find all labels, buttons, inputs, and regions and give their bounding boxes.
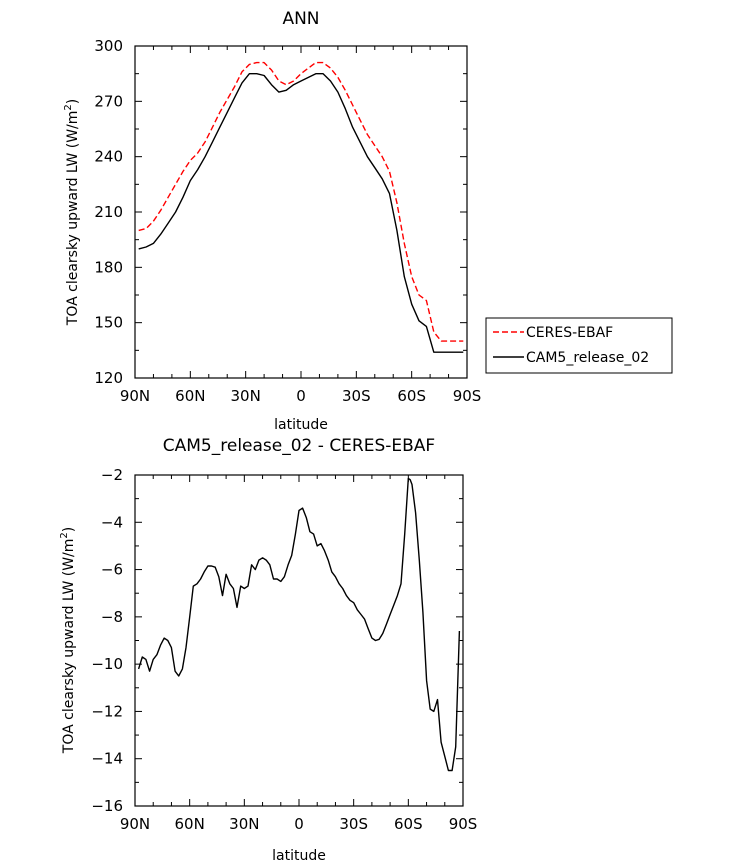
panel2-x-axis-label: latitude [272, 848, 326, 864]
panel1-y-tick-label: 150 [94, 314, 123, 332]
panel1-series-line-ceres-ebaf [138, 61, 464, 342]
panel1-legend: CERES-EBAF CAM5_release_02 [485, 317, 673, 374]
panel2-series-line-cam5-release-02-ceres-ebaf [137, 477, 461, 772]
panel2-x-tick-label: 60N [175, 815, 205, 833]
panel1-x-tick-label: 0 [296, 387, 306, 405]
panel1-y-tick-label: 210 [94, 203, 123, 221]
panel2-y-tick-label: −6 [101, 561, 123, 579]
panel2-y-tick-label: −8 [101, 608, 123, 626]
panel2-y-tick-label: −12 [91, 702, 123, 720]
panel2-y-tick-label: −4 [101, 513, 123, 531]
panel2-x-tick-label: 30N [229, 815, 259, 833]
legend-label-ceres-ebaf: CERES-EBAF [526, 325, 613, 341]
panel1-y-axis-label-main: TOA clearsky upward LW (W/m [65, 111, 81, 327]
panel1-x-tick-label: 90S [453, 387, 482, 405]
panel1-x-axis-label: latitude [274, 417, 328, 433]
legend-label-cam5-release-02: CAM5_release_02 [526, 350, 649, 366]
panel-difference: CAM5_release_02 - CERES-EBAF 90N 60N 30N 0 3… [59, 436, 477, 864]
panel1-series-line-cam5-release-02 [138, 73, 464, 353]
panel-annual-mean: ANN 90N 60N 30N 0 30S 60S 90S 120 150 180 210 240 27… [63, 9, 673, 433]
panel1-plot-frame [134, 45, 468, 379]
panel1-y-tick-label: 120 [94, 369, 123, 387]
panel1-y-axis-label-sup: 2 [63, 104, 74, 110]
panel1-title: ANN [282, 9, 319, 29]
panel1-y-axis-label: TOA clearsky upward LW (W/m2) [63, 99, 81, 326]
panel2-y-axis-label: TOA clearsky upward LW (W/m2) [59, 527, 77, 754]
panel2-y-tick-label: −2 [101, 466, 123, 484]
panel2-y-axis-label-close: ) [61, 527, 77, 532]
panel1-x-tick-label: 60S [397, 387, 426, 405]
panel2-y-tick-label: −16 [91, 797, 123, 815]
panel2-title: CAM5_release_02 - CERES-EBAF [163, 436, 435, 456]
panel2-x-tick-label: 90S [449, 815, 478, 833]
panel2-y-tick-label: −10 [91, 655, 123, 673]
panel1-y-axis-label-close: ) [65, 99, 81, 104]
panel1-y-tick-label: 180 [94, 258, 123, 276]
panel1-x-tick-label: 90N [120, 387, 150, 405]
panel1-y-tick-label: 300 [94, 37, 123, 55]
panel1-x-tick-label: 30N [231, 387, 261, 405]
panel2-plot-frame [134, 474, 464, 807]
panel2-x-tick-label: 0 [294, 815, 304, 833]
panel1-y-tick-label: 240 [94, 148, 123, 166]
panel1-x-tick-label: 30S [342, 387, 371, 405]
panel1-x-tick-label: 60N [175, 387, 205, 405]
panel2-y-axis-label-sup: 2 [59, 532, 70, 538]
panel2-x-tick-label: 60S [394, 815, 423, 833]
legend-box [485, 317, 673, 374]
panel2-x-tick-label: 90N [120, 815, 150, 833]
panel2-x-tick-label: 30S [339, 815, 368, 833]
panel2-y-tick-label: −14 [91, 750, 123, 768]
panel2-y-axis-label-main: TOA clearsky upward LW (W/m [61, 539, 77, 755]
panel1-y-tick-label: 270 [94, 92, 123, 110]
